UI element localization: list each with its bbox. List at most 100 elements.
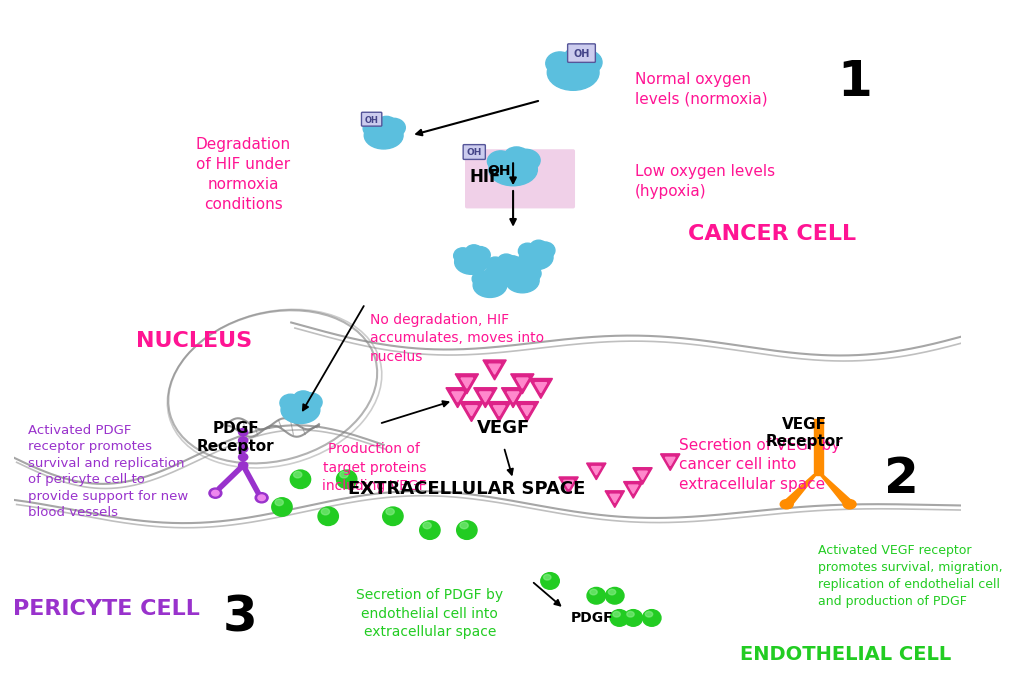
Polygon shape (502, 388, 524, 408)
Ellipse shape (322, 508, 330, 515)
Ellipse shape (487, 151, 514, 172)
Ellipse shape (627, 612, 634, 617)
Text: HIF: HIF (470, 168, 501, 186)
Ellipse shape (624, 610, 642, 626)
Text: OH: OH (573, 49, 590, 59)
Ellipse shape (454, 248, 472, 264)
Ellipse shape (564, 47, 590, 67)
Ellipse shape (546, 52, 573, 74)
Ellipse shape (466, 245, 482, 258)
Ellipse shape (780, 500, 794, 509)
Polygon shape (456, 374, 478, 394)
Ellipse shape (377, 116, 396, 131)
Polygon shape (488, 364, 501, 374)
Ellipse shape (613, 612, 621, 617)
Ellipse shape (488, 269, 509, 287)
Ellipse shape (472, 271, 490, 287)
Polygon shape (813, 419, 822, 475)
Polygon shape (610, 494, 620, 503)
Polygon shape (446, 388, 469, 408)
Text: OH: OH (467, 148, 482, 157)
Ellipse shape (255, 493, 268, 503)
Ellipse shape (423, 522, 431, 529)
Ellipse shape (506, 268, 540, 293)
Text: PERICYTE CELL: PERICYTE CELL (13, 599, 200, 619)
Ellipse shape (318, 507, 338, 525)
Text: 1: 1 (838, 58, 872, 106)
Polygon shape (515, 402, 539, 422)
Text: NUCLEUS: NUCLEUS (136, 331, 252, 351)
Text: OH: OH (487, 164, 511, 178)
Text: Low oxygen levels
(hypoxia): Low oxygen levels (hypoxia) (635, 164, 775, 199)
Ellipse shape (487, 259, 520, 283)
Ellipse shape (365, 122, 403, 149)
Ellipse shape (843, 500, 856, 509)
Polygon shape (633, 468, 652, 484)
Text: Activated PDGF
receptor promotes
survival and replication
of pericyte cell to
pr: Activated PDGF receptor promotes surviva… (28, 424, 188, 519)
Polygon shape (592, 466, 601, 475)
Polygon shape (483, 360, 506, 380)
Ellipse shape (541, 573, 559, 590)
Ellipse shape (608, 590, 615, 595)
Ellipse shape (642, 610, 662, 626)
Text: PDGF
Receptor: PDGF Receptor (197, 422, 274, 454)
Ellipse shape (590, 590, 597, 595)
Polygon shape (466, 406, 477, 416)
Polygon shape (629, 485, 638, 493)
Polygon shape (487, 402, 511, 422)
Polygon shape (461, 378, 473, 388)
Text: No degradation, HIF
accumulates, moves into
nucelus: No degradation, HIF accumulates, moves i… (370, 313, 544, 364)
Text: Secretion of PDGF by
endothelial cell into
extracellular space: Secretion of PDGF by endothelial cell in… (356, 588, 504, 639)
Text: VEGF: VEGF (477, 420, 530, 437)
Polygon shape (494, 406, 505, 416)
Polygon shape (507, 392, 519, 402)
Ellipse shape (239, 461, 248, 469)
Polygon shape (624, 482, 643, 498)
Ellipse shape (571, 50, 602, 74)
Ellipse shape (547, 55, 599, 90)
Ellipse shape (258, 495, 265, 500)
Text: Normal oxygen
levels (normoxia): Normal oxygen levels (normoxia) (635, 72, 768, 106)
Polygon shape (516, 378, 528, 388)
Ellipse shape (340, 471, 348, 478)
Ellipse shape (521, 265, 541, 282)
Ellipse shape (299, 393, 323, 411)
Text: 3: 3 (223, 594, 258, 642)
Ellipse shape (280, 394, 301, 412)
Ellipse shape (239, 445, 248, 452)
FancyBboxPatch shape (361, 112, 382, 126)
Polygon shape (535, 383, 547, 393)
Ellipse shape (239, 453, 248, 461)
Ellipse shape (530, 240, 547, 253)
FancyBboxPatch shape (567, 44, 595, 63)
Ellipse shape (337, 470, 356, 489)
Ellipse shape (382, 118, 406, 137)
Ellipse shape (645, 612, 652, 617)
Ellipse shape (518, 243, 537, 259)
Polygon shape (587, 463, 606, 480)
Ellipse shape (275, 499, 284, 505)
Ellipse shape (364, 120, 384, 137)
Ellipse shape (239, 437, 248, 444)
Polygon shape (479, 392, 492, 402)
Ellipse shape (488, 153, 538, 186)
Text: Production of
target proteins
including VEGF: Production of target proteins including … (323, 442, 427, 493)
Ellipse shape (470, 246, 490, 263)
Text: 2: 2 (884, 455, 919, 503)
Polygon shape (660, 454, 680, 470)
Ellipse shape (457, 521, 477, 539)
Ellipse shape (209, 488, 222, 498)
Ellipse shape (455, 250, 488, 274)
Ellipse shape (519, 245, 553, 269)
Polygon shape (666, 457, 675, 466)
Ellipse shape (505, 267, 523, 282)
Text: Degradation
of HIF under
normoxia
conditions: Degradation of HIF under normoxia condit… (196, 137, 291, 212)
Ellipse shape (281, 396, 319, 424)
Ellipse shape (511, 149, 540, 171)
Polygon shape (783, 475, 816, 507)
Text: VEGF
Receptor: VEGF Receptor (766, 417, 843, 449)
Text: CANCER CELL: CANCER CELL (688, 224, 856, 244)
Text: OH: OH (365, 116, 379, 125)
Ellipse shape (383, 507, 403, 525)
Ellipse shape (212, 491, 219, 496)
